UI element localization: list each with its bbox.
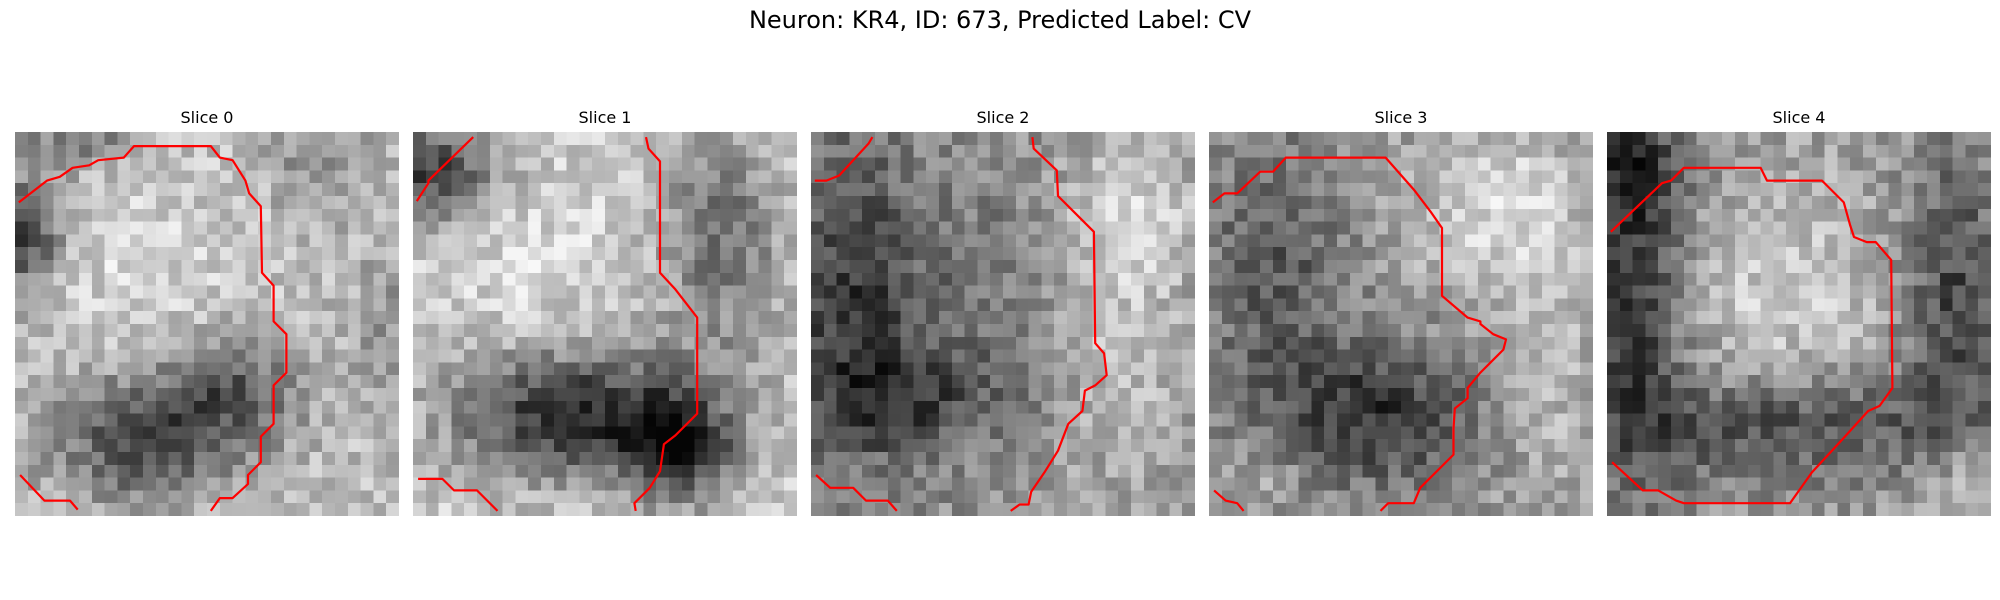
contour-line: [18, 145, 288, 512]
contour-line: [1212, 156, 1508, 512]
segmentation-contours: [1610, 166, 1894, 505]
contour-line: [814, 136, 874, 182]
slice-image: [413, 132, 797, 516]
slice-panel-0: Slice 0: [15, 108, 399, 522]
contour-line: [418, 477, 499, 512]
segmentation-contours: [18, 145, 288, 512]
contour-line: [415, 136, 474, 202]
slice-image: [1607, 132, 1991, 516]
slice-panel-3: Slice 3: [1209, 108, 1593, 522]
figure-title: Neuron: KR4, ID: 673, Predicted Label: C…: [748, 6, 1252, 34]
contour-line: [19, 474, 79, 511]
slice-image: [1209, 132, 1593, 516]
slice-panel-4: Slice 4: [1607, 108, 1991, 522]
segmentation-contours: [814, 136, 1108, 512]
contour-line: [1610, 166, 1894, 505]
segmentation-contours: [1212, 156, 1508, 512]
slice-image: [811, 132, 1195, 516]
contour-line: [633, 136, 699, 512]
contour-line: [1010, 136, 1108, 512]
contour-line: [1213, 489, 1245, 512]
slice-panel-1: Slice 1: [413, 108, 797, 522]
slice-title: Slice 3: [1374, 108, 1428, 127]
slice-title: Slice 0: [180, 108, 234, 127]
slice-title: Slice 1: [578, 108, 632, 127]
segmentation-contours: [415, 136, 699, 512]
slice-title: Slice 2: [976, 108, 1030, 127]
slice-title: Slice 4: [1772, 108, 1826, 127]
slice-panel-2: Slice 2: [811, 108, 1195, 522]
slice-image: [15, 132, 399, 516]
contour-line: [815, 474, 898, 512]
